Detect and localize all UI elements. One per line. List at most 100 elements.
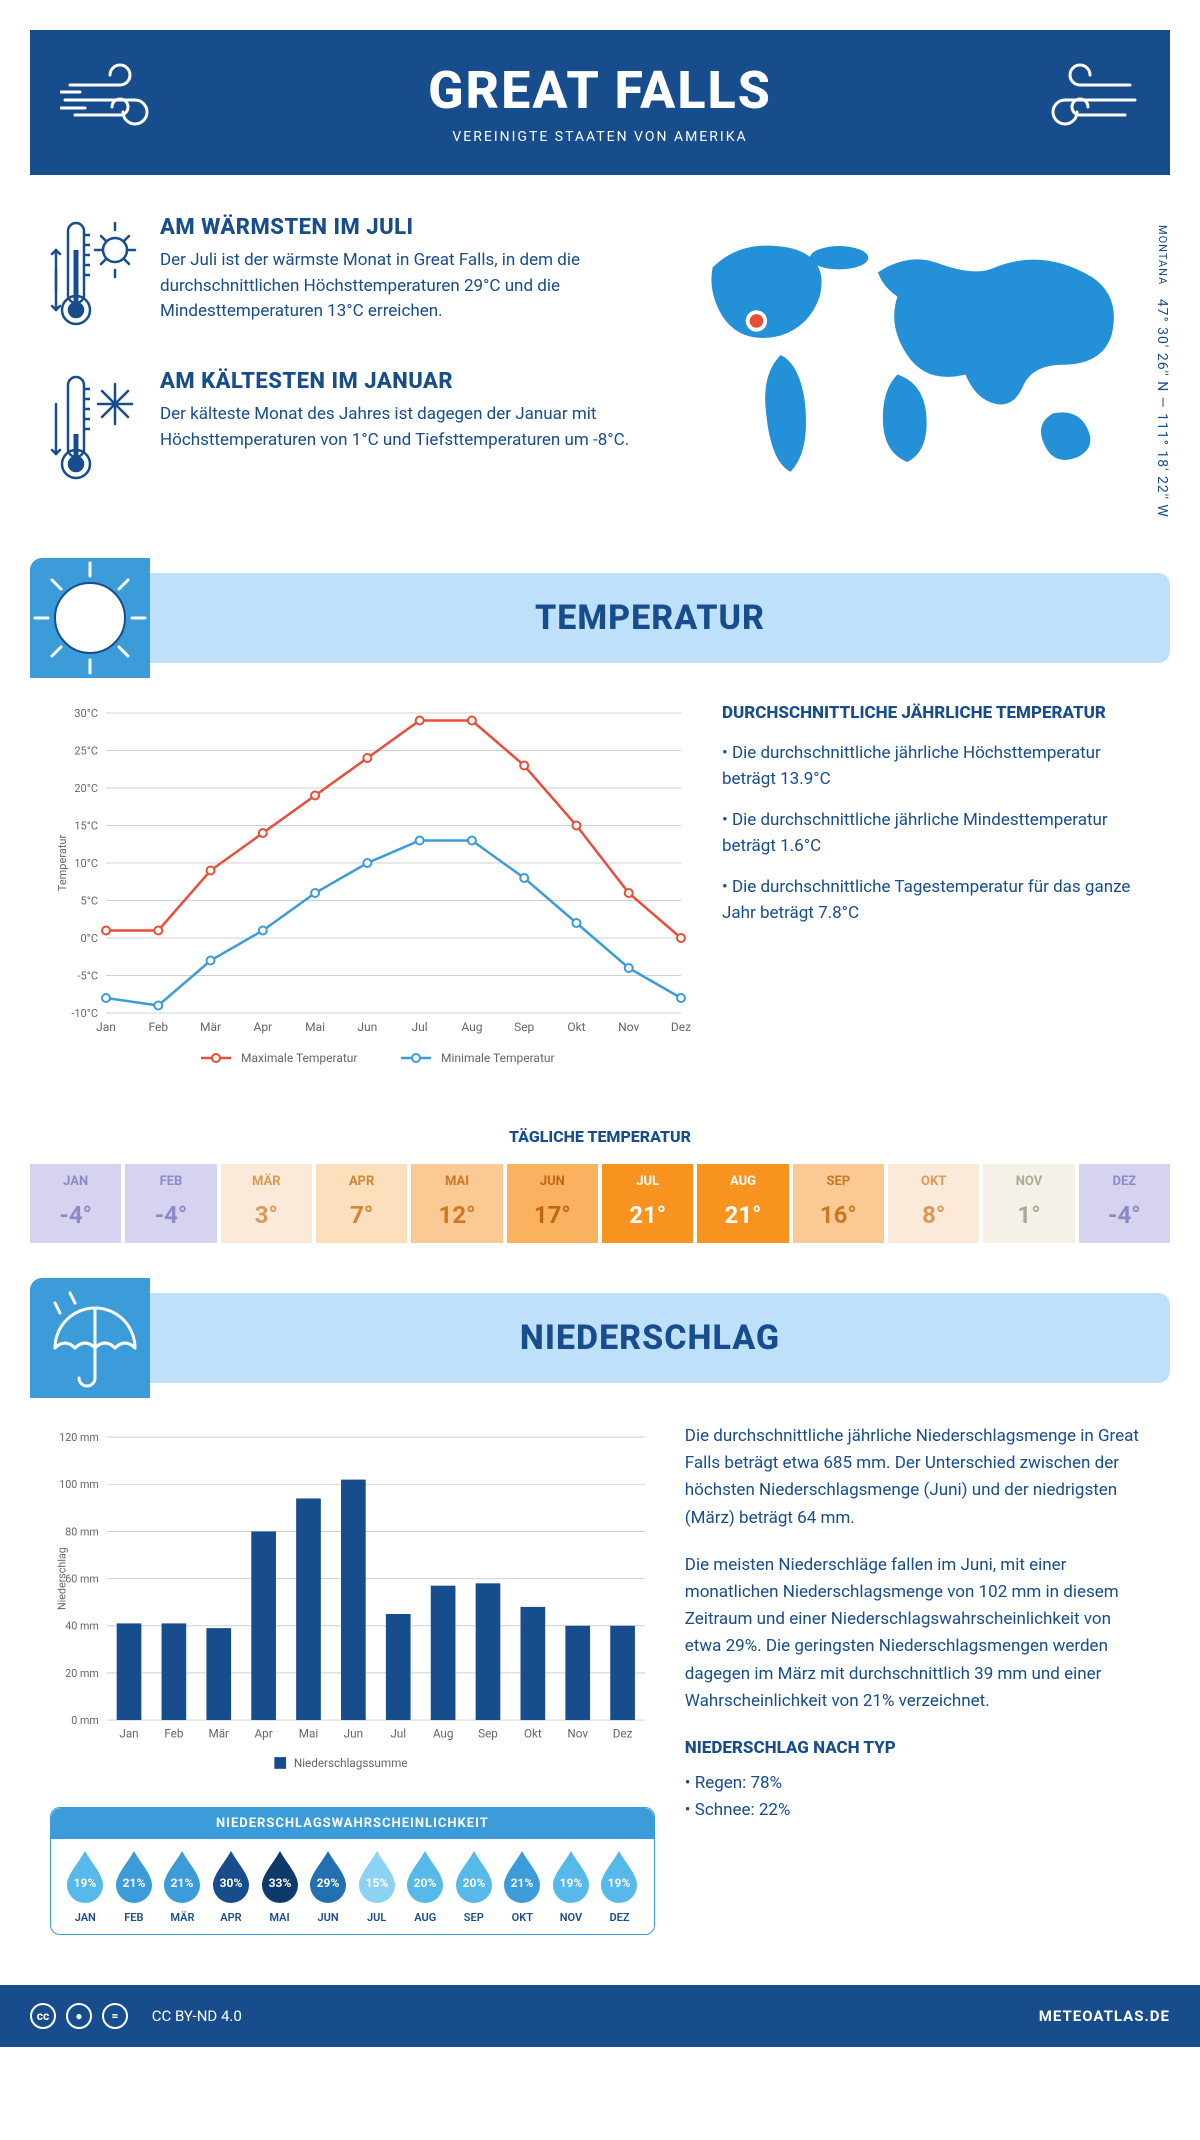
footer: cc ● = CC BY-ND 4.0 METEOATLAS.DE bbox=[0, 1985, 1200, 2047]
warmest-text: Der Juli ist der wärmste Monat in Great … bbox=[160, 248, 634, 325]
svg-text:21%: 21% bbox=[123, 1876, 146, 1890]
header-banner: GREAT FALLS VEREINIGTE STAATEN VON AMERI… bbox=[30, 30, 1170, 175]
svg-text:30°C: 30°C bbox=[74, 707, 98, 720]
svg-text:21%: 21% bbox=[171, 1876, 194, 1890]
svg-text:15°C: 15°C bbox=[74, 820, 98, 833]
temp-cell: MAI12° bbox=[411, 1164, 502, 1243]
temp-cell: JUN17° bbox=[507, 1164, 598, 1243]
svg-text:Dez: Dez bbox=[671, 1020, 691, 1034]
temp-sidebar-title: DURCHSCHNITTLICHE JÄHRLICHE TEMPERATUR bbox=[722, 703, 1150, 723]
precip-banner: NIEDERSCHLAG bbox=[30, 1293, 1170, 1383]
temperature-banner: TEMPERATUR bbox=[30, 573, 1170, 663]
svg-text:10°C: 10°C bbox=[74, 857, 98, 870]
temp-cell: NOV1° bbox=[983, 1164, 1074, 1243]
svg-text:Nov: Nov bbox=[567, 1727, 588, 1741]
svg-text:Feb: Feb bbox=[148, 1020, 168, 1034]
svg-text:Mär: Mär bbox=[208, 1727, 229, 1741]
svg-text:Niederschlag: Niederschlag bbox=[56, 1547, 69, 1610]
svg-text:0°C: 0°C bbox=[81, 932, 98, 945]
svg-text:Feb: Feb bbox=[164, 1727, 184, 1741]
wind-icon bbox=[1030, 60, 1140, 140]
thermometer-cold-icon bbox=[50, 369, 140, 489]
svg-text:20%: 20% bbox=[414, 1876, 437, 1890]
temp-cell: SEP16° bbox=[793, 1164, 884, 1243]
wind-icon bbox=[60, 60, 170, 140]
precip-drop: 20% AUG bbox=[401, 1849, 450, 1924]
temp-cell: APR7° bbox=[316, 1164, 407, 1243]
precip-drop: 19% DEZ bbox=[595, 1849, 644, 1924]
svg-text:0 mm: 0 mm bbox=[71, 1714, 98, 1727]
temp-cell: DEZ-4° bbox=[1079, 1164, 1170, 1243]
precip-paragraph: Die meisten Niederschläge fallen im Juni… bbox=[685, 1552, 1150, 1715]
precip-drop: 19% JAN bbox=[61, 1849, 110, 1924]
daily-temp-grid: JAN-4°FEB-4°MÄR3°APR7°MAI12°JUN17°JUL21°… bbox=[30, 1164, 1170, 1243]
precip-drop: 21% MÄR bbox=[158, 1849, 207, 1924]
precip-drop: 30% APR bbox=[207, 1849, 256, 1924]
svg-text:Temperatur: Temperatur bbox=[56, 835, 69, 892]
temp-cell: FEB-4° bbox=[125, 1164, 216, 1243]
svg-text:Apr: Apr bbox=[253, 1020, 272, 1034]
precip-drop: 20% SEP bbox=[450, 1849, 499, 1924]
cc-by-icon: ● bbox=[66, 2003, 92, 2029]
svg-text:-10°C: -10°C bbox=[71, 1007, 98, 1020]
temp-cell: JAN-4° bbox=[30, 1164, 121, 1243]
svg-text:19%: 19% bbox=[74, 1876, 97, 1890]
svg-text:19%: 19% bbox=[560, 1876, 583, 1890]
svg-text:Apr: Apr bbox=[255, 1727, 273, 1741]
warmest-block: AM WÄRMSTEN IM JULI Der Juli ist der wär… bbox=[50, 215, 634, 339]
svg-text:Jun: Jun bbox=[344, 1727, 363, 1741]
svg-text:21%: 21% bbox=[511, 1876, 534, 1890]
temp-cell: JUL21° bbox=[602, 1164, 693, 1243]
precip-drop: 33% MAI bbox=[255, 1849, 304, 1924]
precip-type-item: • Regen: 78% bbox=[685, 1770, 1150, 1797]
svg-text:30%: 30% bbox=[220, 1876, 243, 1890]
precip-drop: 19% NOV bbox=[547, 1849, 596, 1924]
cc-icon: cc bbox=[30, 2003, 56, 2029]
page-subtitle: VEREINIGTE STAATEN VON AMERIKA bbox=[50, 129, 1150, 145]
temp-cell: OKT8° bbox=[888, 1164, 979, 1243]
svg-text:80 mm: 80 mm bbox=[65, 1525, 99, 1538]
svg-text:Minimale Temperatur: Minimale Temperatur bbox=[441, 1051, 555, 1065]
precip-drop: 21% FEB bbox=[110, 1849, 159, 1924]
coldest-title: AM KÄLTESTEN IM JANUAR bbox=[160, 369, 634, 394]
svg-text:100 mm: 100 mm bbox=[59, 1478, 99, 1491]
svg-text:40 mm: 40 mm bbox=[65, 1620, 99, 1633]
precip-drop: 21% OKT bbox=[498, 1849, 547, 1924]
sun-icon bbox=[30, 558, 150, 678]
temp-bullet: • Die durchschnittliche jährliche Mindes… bbox=[722, 808, 1150, 859]
svg-text:Sep: Sep bbox=[478, 1727, 498, 1741]
svg-text:Jul: Jul bbox=[390, 1727, 406, 1741]
precip-paragraph: Die durchschnittliche jährliche Niedersc… bbox=[685, 1423, 1150, 1532]
svg-text:Jan: Jan bbox=[96, 1020, 116, 1034]
svg-text:Aug: Aug bbox=[461, 1020, 482, 1034]
temperature-line-chart: -10°C-5°C0°C5°C10°C15°C20°C25°C30°CJanFe… bbox=[50, 703, 692, 1087]
temp-cell: AUG21° bbox=[697, 1164, 788, 1243]
svg-text:Niederschlagssumme: Niederschlagssumme bbox=[294, 1756, 408, 1770]
svg-text:Jul: Jul bbox=[412, 1020, 428, 1034]
thermometer-hot-icon bbox=[50, 215, 140, 335]
daily-temp-title: TÄGLICHE TEMPERATUR bbox=[30, 1127, 1170, 1146]
precip-type-title: NIEDERSCHLAG NACH TYP bbox=[685, 1735, 1150, 1762]
warmest-title: AM WÄRMSTEN IM JULI bbox=[160, 215, 634, 240]
svg-text:60 mm: 60 mm bbox=[65, 1573, 99, 1586]
coldest-text: Der kälteste Monat des Jahres ist dagege… bbox=[160, 402, 634, 453]
svg-text:Mai: Mai bbox=[299, 1727, 319, 1741]
precip-drop: 15% JUL bbox=[352, 1849, 401, 1924]
svg-text:Okt: Okt bbox=[567, 1020, 585, 1034]
precip-bar-chart: 0 mm20 mm40 mm60 mm80 mm100 mm120 mmJanF… bbox=[50, 1423, 655, 1783]
svg-text:Jun: Jun bbox=[357, 1020, 377, 1034]
svg-text:Okt: Okt bbox=[524, 1727, 542, 1741]
precip-drop: 29% JUN bbox=[304, 1849, 353, 1924]
coldest-block: AM KÄLTESTEN IM JANUAR Der kälteste Mona… bbox=[50, 369, 634, 493]
umbrella-icon bbox=[30, 1278, 150, 1398]
precip-type-item: • Schnee: 22% bbox=[685, 1797, 1150, 1824]
svg-text:Mai: Mai bbox=[305, 1020, 325, 1034]
svg-text:5°C: 5°C bbox=[81, 895, 98, 908]
precip-probability-box: NIEDERSCHLAGSWAHRSCHEINLICHKEIT 19% JAN … bbox=[50, 1807, 655, 1935]
svg-text:15%: 15% bbox=[365, 1876, 388, 1890]
svg-text:20%: 20% bbox=[462, 1876, 485, 1890]
svg-text:20 mm: 20 mm bbox=[65, 1667, 99, 1680]
svg-text:29%: 29% bbox=[317, 1876, 340, 1890]
svg-text:Sep: Sep bbox=[514, 1020, 534, 1034]
temp-cell: MÄR3° bbox=[221, 1164, 312, 1243]
